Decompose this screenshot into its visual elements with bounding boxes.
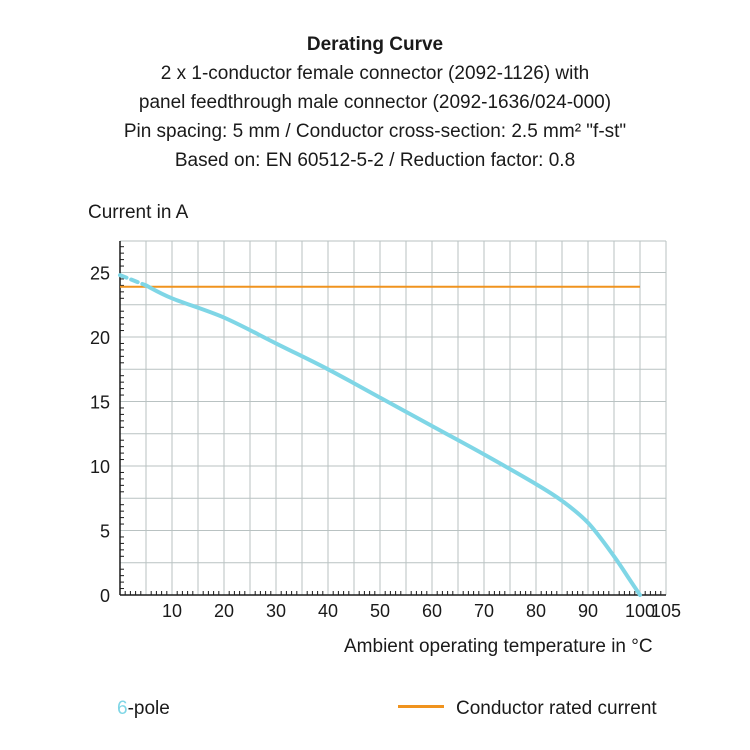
y-tick-label: 20 bbox=[90, 328, 110, 348]
chart-subtitle-line-1: 2 x 1-conductor female connector (2092-1… bbox=[160, 63, 590, 84]
x-tick-label: 40 bbox=[318, 601, 338, 621]
legend-rated-swatch bbox=[398, 705, 444, 709]
y-tick-label: 0 bbox=[100, 586, 110, 606]
chart-header: Derating Curve 2 x 1-conductor female co… bbox=[0, 30, 750, 175]
x-tick-label: 80 bbox=[526, 601, 546, 621]
x-axis-label: Ambient operating temperature in °C bbox=[344, 636, 653, 657]
series-6-pole-line bbox=[144, 283, 642, 597]
x-tick-label: 10 bbox=[162, 601, 182, 621]
legend-rated-label: Conductor rated current bbox=[456, 698, 657, 719]
legend-pole-number: 6 bbox=[117, 698, 128, 719]
chart-subtitle-line-2: panel feedthrough male connector (2092-1… bbox=[138, 92, 612, 113]
series-6-pole-dashed bbox=[118, 273, 148, 288]
chart-axes bbox=[119, 241, 666, 596]
x-tick-label: 20 bbox=[214, 601, 234, 621]
legend-6-pole: 6-pole bbox=[117, 698, 170, 720]
x-tick-label: 105 bbox=[651, 601, 681, 621]
chart-subtitle-line-3: Pin spacing: 5 mm / Conductor cross-sect… bbox=[123, 121, 627, 142]
y-axis-label: Current in A bbox=[88, 202, 189, 223]
legend-pole-suffix: -pole bbox=[127, 698, 170, 719]
y-tick-label: 10 bbox=[90, 457, 110, 477]
legend-rated-current: Conductor rated current bbox=[398, 698, 657, 720]
y-tick-label: 25 bbox=[90, 264, 110, 284]
y-tick-label: 15 bbox=[90, 393, 110, 413]
x-tick-label: 70 bbox=[474, 601, 494, 621]
chart-title: Derating Curve bbox=[306, 34, 444, 55]
x-tick-label: 30 bbox=[266, 601, 286, 621]
y-tick-label: 5 bbox=[100, 522, 110, 542]
chart-subtitle-line-4: Based on: EN 60512-5-2 / Reduction facto… bbox=[174, 150, 576, 171]
x-tick-label: 50 bbox=[370, 601, 390, 621]
x-tick-label: 60 bbox=[422, 601, 442, 621]
x-tick-label: 100 bbox=[625, 601, 655, 621]
x-tick-label: 90 bbox=[578, 601, 598, 621]
chart-grid bbox=[120, 240, 667, 595]
chart-series bbox=[118, 273, 642, 597]
